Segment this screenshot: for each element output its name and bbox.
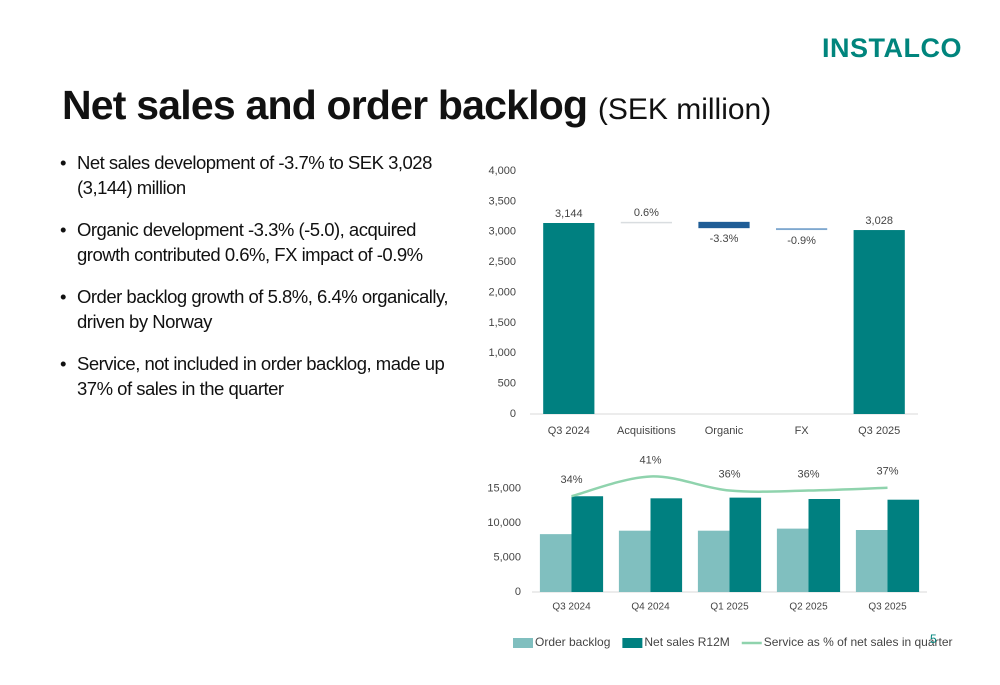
value-label: 3,144 bbox=[555, 208, 583, 220]
y-tick-label: 1,000 bbox=[488, 347, 516, 359]
logo: INSTALCO bbox=[822, 33, 962, 63]
y-tick-label: 500 bbox=[498, 378, 516, 390]
page-number: 5 bbox=[930, 632, 937, 646]
bar bbox=[729, 497, 762, 592]
title-unit: (SEK million) bbox=[597, 93, 772, 126]
x-tick-label: Organic bbox=[705, 425, 744, 437]
y-tick-label: 2,500 bbox=[488, 256, 516, 268]
legend-swatch bbox=[513, 638, 533, 648]
y-tick-label: 3,500 bbox=[488, 195, 516, 207]
x-tick-label: Acquisitions bbox=[617, 425, 676, 437]
y-tick-label: 10,000 bbox=[487, 517, 521, 529]
bullet-list: Net sales development of -3.7% to SEK 3,… bbox=[60, 150, 470, 418]
legend-label: Order backlog bbox=[535, 635, 610, 649]
bullet: Order backlog growth of 5.8%, 6.4% organ… bbox=[60, 284, 470, 334]
bar bbox=[650, 498, 683, 592]
y-tick-label: 4,000 bbox=[488, 165, 516, 177]
title-main: Net sales and order backlog bbox=[62, 82, 588, 128]
bar bbox=[855, 530, 888, 592]
step-label: 0.6% bbox=[634, 207, 659, 219]
bar bbox=[775, 228, 828, 231]
bar bbox=[698, 221, 750, 229]
slide-title: Net sales and order backlog (SEK million… bbox=[62, 82, 771, 129]
x-tick-label: Q3 2024 bbox=[548, 425, 590, 437]
bullet: Service, not included in order backlog, … bbox=[60, 351, 470, 401]
bar bbox=[697, 530, 730, 592]
bullet: Net sales development of -3.7% to SEK 3,… bbox=[60, 150, 470, 200]
bar bbox=[808, 499, 841, 592]
x-tick-label: Q1 2025 bbox=[710, 602, 749, 613]
bar bbox=[571, 496, 604, 592]
bar bbox=[620, 221, 673, 224]
bullet: Organic development -3.3% (-5.0), acquir… bbox=[60, 217, 470, 267]
value-label: 41% bbox=[639, 454, 661, 466]
value-label: 37% bbox=[876, 466, 898, 478]
y-tick-label: 5,000 bbox=[493, 551, 521, 563]
legend-label: Service as % of net sales in quarter bbox=[764, 635, 953, 649]
bar bbox=[776, 528, 809, 592]
y-tick-label: 3,000 bbox=[488, 226, 516, 238]
bar bbox=[887, 499, 920, 592]
bar bbox=[853, 230, 905, 414]
value-label: 36% bbox=[797, 468, 819, 480]
bar bbox=[543, 223, 595, 414]
y-tick-label: 1,500 bbox=[488, 317, 516, 329]
value-label: 3,028 bbox=[865, 215, 893, 227]
y-tick-label: 2,000 bbox=[488, 286, 516, 298]
bar bbox=[539, 534, 572, 592]
value-label: 36% bbox=[718, 468, 740, 480]
x-tick-label: Q3 2025 bbox=[858, 425, 900, 437]
y-tick-label: 15,000 bbox=[487, 483, 521, 495]
x-tick-label: Q3 2024 bbox=[552, 602, 591, 613]
bar bbox=[618, 530, 651, 592]
x-tick-label: FX bbox=[795, 425, 810, 437]
legend-swatch bbox=[622, 638, 643, 648]
x-tick-label: Q4 2024 bbox=[631, 602, 670, 613]
x-tick-label: Q2 2025 bbox=[789, 602, 828, 613]
value-label: 34% bbox=[560, 474, 582, 486]
legend-label: Net sales R12M bbox=[644, 635, 729, 649]
y-tick-label: 0 bbox=[510, 408, 516, 420]
y-tick-label: 0 bbox=[515, 586, 521, 598]
x-tick-label: Q3 2025 bbox=[868, 602, 907, 613]
step-label: -3.3% bbox=[710, 233, 739, 245]
line bbox=[571, 475, 888, 498]
step-label: -0.9% bbox=[787, 235, 816, 247]
